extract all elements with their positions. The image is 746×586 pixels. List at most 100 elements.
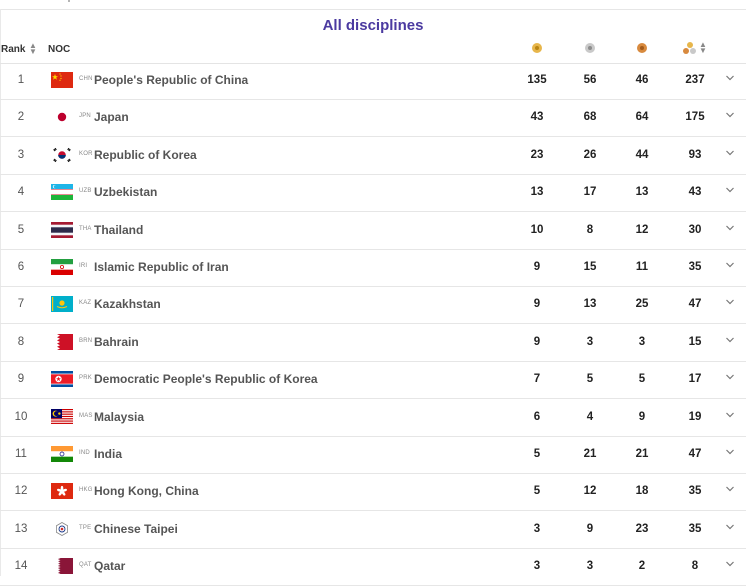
medal-table-row[interactable]: 7 KAZ Kazakhstan 9 13 25 47 bbox=[0, 287, 746, 325]
medal-table-row[interactable]: 8 BRN Bahrain 9 3 3 15 bbox=[0, 325, 746, 362]
country-name-link[interactable]: People's Republic of China bbox=[94, 73, 249, 87]
bronze-count: 64 bbox=[635, 111, 649, 124]
country-name-link[interactable]: Uzbekistan bbox=[94, 185, 158, 200]
medal-table-row[interactable]: 13 TPE Chinese Taipei 3 9 23 35 bbox=[0, 512, 746, 549]
total-medals-icon[interactable] bbox=[683, 42, 697, 56]
bronze-medal-icon[interactable] bbox=[637, 43, 647, 53]
country-name-link[interactable]: Hong Kong, China bbox=[94, 484, 199, 499]
total-count: 17 bbox=[688, 373, 702, 386]
rank-cell: 1 bbox=[17, 74, 25, 86]
country-name-link[interactable]: Thailand bbox=[94, 222, 144, 237]
total-count: 30 bbox=[688, 223, 702, 236]
country-name-link[interactable]: Chinese Taipei bbox=[94, 521, 178, 536]
medal-table-row[interactable]: 14 QAT Qatar 3 3 2 8 bbox=[0, 549, 746, 586]
chevron-down-icon[interactable] bbox=[725, 108, 735, 125]
chevron-down-icon[interactable] bbox=[725, 221, 735, 238]
silver-count: 8 bbox=[586, 223, 594, 236]
noc-code: JPN bbox=[79, 113, 91, 120]
chevron-down-icon[interactable] bbox=[725, 71, 735, 88]
chevron-down-icon[interactable] bbox=[725, 445, 735, 462]
flag-icon bbox=[51, 259, 73, 275]
table-header: Rank ▲ ▼ NOC ▲ ▼ bbox=[0, 38, 746, 64]
chevron-down-icon[interactable] bbox=[725, 408, 735, 425]
country-name-link[interactable]: Japan bbox=[94, 110, 129, 125]
rank-sort-icon[interactable]: ▲ ▼ bbox=[29, 41, 37, 56]
bronze-count: 2 bbox=[638, 560, 646, 573]
rank-cell: 7 bbox=[17, 298, 25, 311]
flag-icon bbox=[51, 371, 73, 388]
table-left-border bbox=[0, 9, 1, 576]
total-count: 175 bbox=[685, 111, 705, 124]
bronze-count: 46 bbox=[635, 74, 649, 86]
flag-icon bbox=[51, 558, 73, 575]
flag-icon bbox=[51, 184, 73, 201]
silver-count: 5 bbox=[586, 373, 594, 386]
medal-table-row[interactable]: 10 MAS Malaysia 6 4 9 19 bbox=[0, 400, 746, 437]
noc-code: KOR bbox=[79, 150, 93, 157]
medal-table-row[interactable]: 6 IRI Islamic Republic of Iran 9 15 11 35 bbox=[0, 250, 746, 287]
table-title: All disciplines bbox=[322, 17, 424, 34]
noc-code: BRN bbox=[79, 337, 93, 344]
country-name-link[interactable]: Republic of Korea bbox=[94, 147, 197, 162]
total-sort-icon[interactable]: ▲ ▼ bbox=[699, 40, 707, 55]
silver-count: 13 bbox=[583, 298, 597, 311]
gold-medal-icon[interactable] bbox=[532, 43, 542, 53]
rank-column-header[interactable]: Rank bbox=[1, 44, 26, 55]
silver-count: 4 bbox=[586, 410, 594, 423]
medal-table-row[interactable]: 11 IND India 5 21 21 47 bbox=[0, 437, 746, 474]
rank-cell: 14 bbox=[14, 560, 28, 573]
chevron-down-icon[interactable] bbox=[725, 146, 735, 163]
chevron-down-icon[interactable] bbox=[725, 333, 735, 350]
chevron-down-icon[interactable] bbox=[725, 520, 735, 537]
flag-icon bbox=[51, 221, 73, 238]
bronze-count: 3 bbox=[638, 335, 646, 348]
silver-count: 3 bbox=[586, 560, 594, 573]
silver-count: 17 bbox=[583, 186, 597, 199]
total-count: 93 bbox=[688, 148, 702, 161]
chevron-down-icon[interactable] bbox=[725, 183, 735, 200]
country-name-link[interactable]: Bahrain bbox=[94, 334, 139, 349]
total-count: 43 bbox=[688, 186, 702, 199]
medal-table-row[interactable]: 2 JPN Japan 43 68 64 175 bbox=[0, 100, 746, 138]
medal-table-row[interactable]: 5 THA Thailand 10 8 12 30 bbox=[0, 213, 746, 250]
gold-count: 43 bbox=[530, 111, 544, 124]
noc-code: PRK bbox=[79, 375, 92, 382]
noc-code: IRI bbox=[79, 263, 88, 269]
rank-cell: 4 bbox=[17, 186, 25, 199]
silver-count: 21 bbox=[583, 448, 597, 460]
chevron-down-icon[interactable] bbox=[725, 370, 735, 387]
flag-icon bbox=[51, 446, 73, 462]
medal-table-row[interactable]: 3 KOR Republic of Korea 23 26 44 93 bbox=[0, 138, 746, 175]
rank-cell: 2 bbox=[17, 111, 25, 124]
gold-count: 6 bbox=[533, 410, 541, 423]
total-count: 15 bbox=[688, 335, 702, 348]
country-name-link[interactable]: India bbox=[94, 447, 123, 461]
medal-table-row[interactable]: 9 PRK Democratic People's Republic of Kore… bbox=[0, 362, 746, 400]
country-name-link[interactable]: Malaysia bbox=[94, 409, 145, 424]
bronze-count: 44 bbox=[635, 148, 649, 161]
bronze-count: 9 bbox=[638, 410, 646, 423]
noc-code: THA bbox=[79, 225, 92, 232]
medal-table-row[interactable]: 1 CHN People's Republic of China 135 56 46 237 bbox=[0, 63, 746, 100]
chevron-down-icon[interactable] bbox=[725, 482, 735, 499]
medal-table-row[interactable]: 4 UZB Uzbekistan 13 17 13 43 bbox=[0, 175, 746, 213]
total-count: 47 bbox=[688, 298, 702, 311]
noc-code: HKG bbox=[79, 487, 93, 494]
noc-code: CHN bbox=[79, 76, 93, 82]
chevron-down-icon[interactable] bbox=[725, 557, 735, 574]
gold-count: 7 bbox=[533, 373, 541, 386]
country-name-link[interactable]: Kazakhstan bbox=[94, 297, 161, 312]
silver-medal-icon[interactable] bbox=[585, 43, 595, 53]
flag-icon bbox=[51, 483, 73, 500]
noc-column-header: NOC bbox=[48, 44, 71, 55]
chevron-down-icon[interactable] bbox=[725, 258, 735, 275]
chevron-down-icon[interactable] bbox=[725, 295, 735, 312]
country-name-link[interactable]: Democratic People's Republic of Korea bbox=[94, 372, 318, 387]
country-name-link[interactable]: Islamic Republic of Iran bbox=[94, 260, 229, 274]
flag-icon bbox=[51, 520, 73, 537]
country-name-link[interactable]: Qatar bbox=[94, 559, 126, 574]
medal-table-row[interactable]: 12 HKG Hong Kong, China 5 12 18 35 bbox=[0, 474, 746, 512]
gold-count: 23 bbox=[530, 148, 544, 161]
bronze-count: 13 bbox=[635, 186, 649, 199]
rank-cell: 11 bbox=[15, 448, 27, 460]
